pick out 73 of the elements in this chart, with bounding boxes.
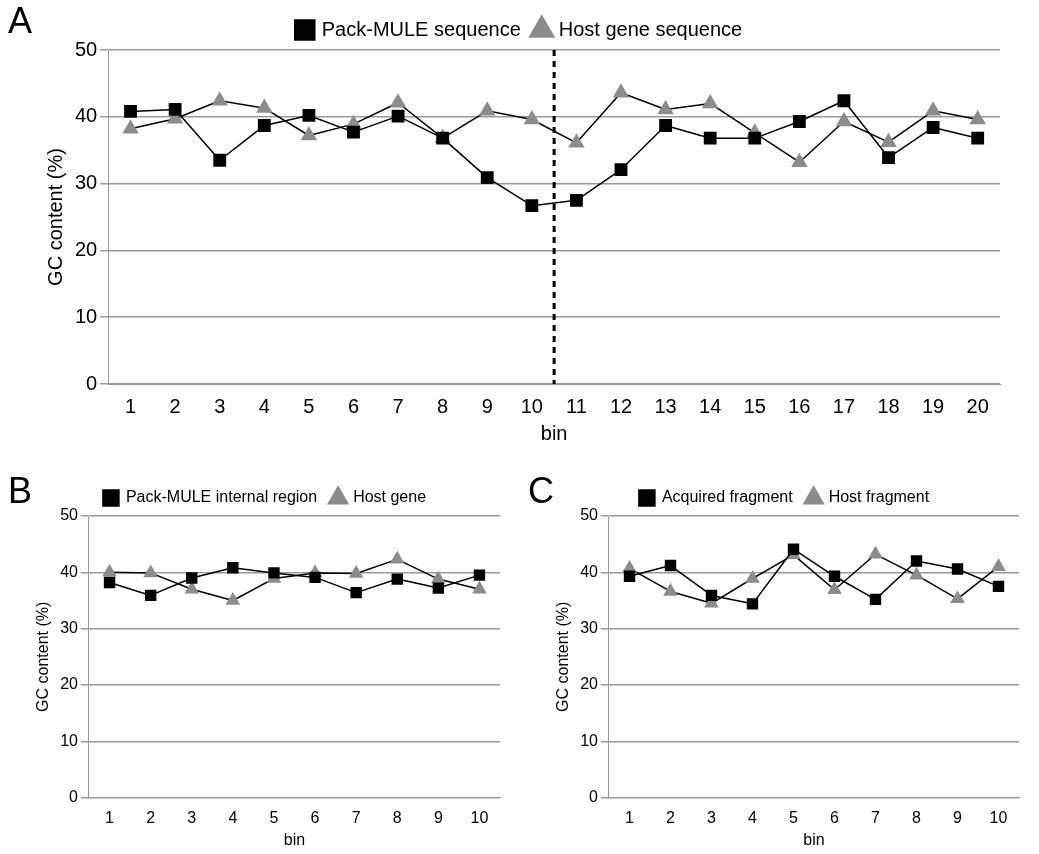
x-tick-label: 17 — [832, 394, 856, 417]
legend-label: Host gene sequence — [558, 17, 743, 40]
y-tick-label: 30 — [580, 619, 599, 637]
x-tick-label: 12 — [609, 394, 633, 417]
x-tick-label: 8 — [912, 808, 922, 826]
x-tick-label: 16 — [788, 394, 811, 417]
x-tick-label: 10 — [989, 808, 1008, 826]
x-tick-label: 15 — [743, 394, 766, 417]
y-tick-label: 10 — [60, 731, 79, 749]
x-tick-label: 7 — [392, 394, 404, 417]
legend-label: Pack-MULE sequence — [321, 17, 521, 40]
y-tick-label: 0 — [589, 788, 599, 806]
y-tick-label: 30 — [60, 619, 79, 637]
x-tick-label: 9 — [953, 808, 963, 826]
x-axis-title: bin — [803, 830, 825, 848]
y-tick-label: 50 — [75, 37, 98, 60]
y-tick-label: 10 — [580, 731, 599, 749]
y-axis-title: GC content (%) — [34, 601, 52, 712]
legend-label: Host fragment — [828, 488, 930, 506]
y-axis-title: GC content (%) — [43, 148, 66, 286]
y-tick-label: 30 — [75, 171, 98, 194]
x-axis-title: bin — [283, 830, 306, 848]
x-tick-label: 5 — [789, 808, 799, 826]
x-tick-label: 10 — [470, 808, 489, 826]
x-tick-label: 4 — [748, 808, 758, 826]
x-tick-label: 14 — [699, 394, 722, 417]
legend-label: Host gene — [353, 488, 427, 506]
x-tick-label: 6 — [830, 808, 840, 826]
legend-label: Acquired fragment — [661, 488, 794, 506]
y-tick-label: 0 — [69, 788, 79, 806]
x-tick-label: 8 — [437, 394, 449, 417]
y-tick-label: 20 — [580, 675, 599, 693]
x-tick-label: 9 — [433, 808, 443, 826]
x-tick-label: 20 — [966, 394, 989, 417]
x-tick-label: 3 — [187, 808, 197, 826]
x-tick-label: 3 — [707, 808, 717, 826]
y-tick-label: 20 — [60, 675, 79, 693]
chart-title: B — [8, 470, 33, 512]
chart-title: A — [8, 0, 33, 42]
x-tick-label: 1 — [124, 394, 137, 417]
x-tick-label: 5 — [303, 394, 315, 417]
y-tick-label: 50 — [580, 506, 599, 524]
x-tick-label: 10 — [520, 394, 543, 417]
x-tick-label: 7 — [351, 808, 361, 826]
y-tick-label: 0 — [86, 371, 98, 394]
x-tick-label: 5 — [269, 808, 279, 826]
x-tick-label: 18 — [877, 394, 900, 417]
y-tick-label: 40 — [60, 562, 79, 580]
x-tick-label: 6 — [347, 394, 360, 417]
x-tick-label: 4 — [228, 808, 238, 826]
y-tick-label: 20 — [75, 237, 98, 260]
legend-label: Pack-MULE internal region — [125, 488, 318, 506]
x-tick-label: 2 — [666, 808, 676, 826]
chart-title: C — [528, 470, 554, 512]
x-tick-label: 13 — [654, 394, 677, 417]
x-axis-title: bin — [540, 421, 568, 444]
y-axis-title: GC content (%) — [554, 601, 572, 712]
x-tick-label: 7 — [871, 808, 881, 826]
x-tick-label: 1 — [625, 808, 635, 826]
y-tick-label: 10 — [75, 304, 98, 327]
y-tick-label: 50 — [60, 506, 79, 524]
x-tick-label: 19 — [921, 394, 945, 417]
x-tick-label: 6 — [310, 808, 320, 826]
x-tick-label: 4 — [258, 394, 270, 417]
x-tick-label: 2 — [169, 394, 181, 417]
y-tick-label: 40 — [580, 562, 599, 580]
x-tick-label: 11 — [566, 394, 587, 417]
y-tick-label: 40 — [75, 104, 98, 127]
x-tick-label: 3 — [214, 394, 226, 417]
x-tick-label: 8 — [392, 808, 402, 826]
x-tick-label: 2 — [146, 808, 156, 826]
x-tick-label: 1 — [105, 808, 115, 826]
x-tick-label: 9 — [481, 394, 493, 417]
